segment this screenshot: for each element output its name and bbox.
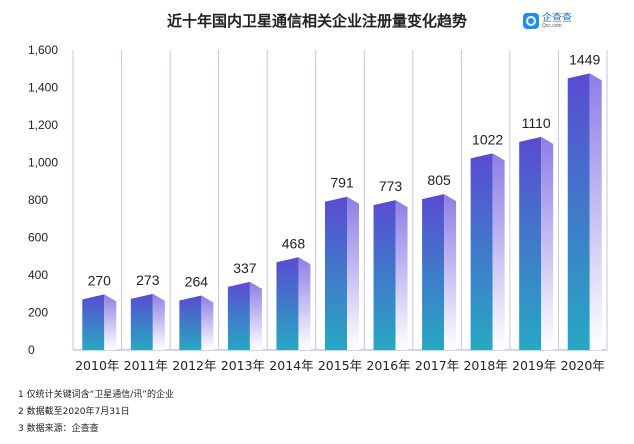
logo-name: 企查查 bbox=[542, 12, 572, 24]
bar-side bbox=[444, 194, 457, 350]
data-label: 805 bbox=[427, 172, 451, 188]
bar-side bbox=[347, 196, 359, 350]
y-tick-label: 400 bbox=[28, 268, 48, 282]
x-tick-label: 2010年 bbox=[75, 358, 119, 373]
bar-front bbox=[373, 200, 396, 350]
y-tick-label: 1,600 bbox=[28, 43, 58, 57]
bar-front bbox=[519, 136, 542, 350]
x-tick-label: 2019年 bbox=[512, 358, 556, 373]
data-label: 468 bbox=[282, 235, 306, 251]
footnote: 3 数据来源：企查查 bbox=[18, 424, 99, 434]
y-tick-label: 800 bbox=[28, 193, 48, 207]
x-tick-label: 2011年 bbox=[124, 358, 168, 373]
bar-side bbox=[492, 153, 505, 350]
bar-front bbox=[567, 73, 590, 350]
data-label: 1022 bbox=[472, 131, 503, 147]
bar-front bbox=[422, 194, 445, 350]
bar-side bbox=[201, 295, 214, 350]
data-label: 270 bbox=[88, 272, 112, 288]
chart-title: 近十年国内卫星通信相关企业注册量变化趋势 bbox=[166, 12, 467, 30]
bar-side bbox=[395, 200, 408, 350]
y-tick-label: 1,000 bbox=[28, 156, 58, 170]
bar-side bbox=[589, 73, 602, 350]
bar-side bbox=[298, 257, 311, 350]
footnotes: 1 仅统计关键词含“卫星通信/讯”的企业 2 数据截至2020年7月31日 3 … bbox=[18, 387, 174, 438]
data-label: 773 bbox=[379, 178, 403, 194]
y-tick-label: 600 bbox=[28, 231, 48, 245]
data-label: 1110 bbox=[522, 115, 551, 131]
x-tick-label: 2017年 bbox=[415, 358, 459, 373]
y-tick-label: 1,200 bbox=[28, 118, 58, 132]
bar-front bbox=[227, 281, 250, 350]
y-tick-label: 200 bbox=[28, 306, 48, 320]
x-tick-label: 2014年 bbox=[269, 358, 313, 373]
y-tick-label: 0 bbox=[28, 343, 35, 357]
bar-front bbox=[82, 294, 105, 350]
data-label: 264 bbox=[185, 274, 209, 290]
x-tick-label: 2015年 bbox=[318, 358, 362, 373]
qcc-logo: 企查查 Qcc.com bbox=[523, 13, 572, 29]
x-tick-label: 2012年 bbox=[172, 358, 216, 373]
data-label: 791 bbox=[330, 175, 354, 191]
data-label: 337 bbox=[233, 260, 257, 276]
x-tick-label: 2013年 bbox=[221, 358, 265, 373]
bar-front bbox=[179, 295, 202, 350]
bar-side bbox=[104, 294, 117, 350]
logo-domain: Qcc.com bbox=[542, 22, 562, 29]
bar-front bbox=[470, 153, 493, 350]
bar-side bbox=[541, 136, 554, 350]
logo-icon bbox=[523, 13, 539, 29]
x-tick-label: 2018年 bbox=[463, 358, 507, 373]
bar-side bbox=[152, 293, 165, 350]
data-label: 273 bbox=[136, 272, 160, 288]
x-tick-label: 2020年 bbox=[561, 358, 605, 373]
x-tick-label: 2016年 bbox=[366, 358, 410, 373]
data-label: 1449 bbox=[569, 51, 600, 67]
y-tick-label: 1,400 bbox=[28, 81, 58, 95]
bar-front bbox=[276, 257, 299, 350]
footnote: 1 仅统计关键词含“卫星通信/讯”的企业 bbox=[18, 390, 174, 400]
bar-front bbox=[325, 196, 347, 350]
footnote: 2 数据截至2020年7月31日 bbox=[18, 407, 130, 417]
bar-side bbox=[249, 281, 262, 350]
bar-front bbox=[130, 293, 153, 350]
